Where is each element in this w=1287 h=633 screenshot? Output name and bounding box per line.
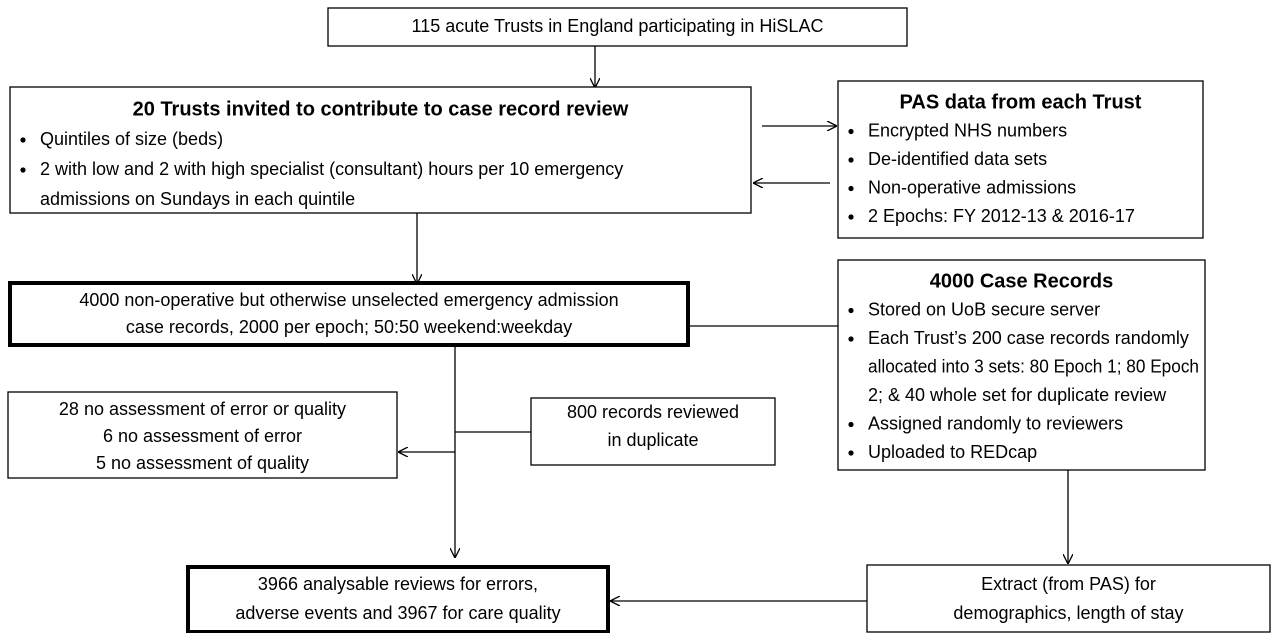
node-text: in duplicate: [607, 430, 698, 450]
node-text: Extract (from PAS) for: [981, 574, 1156, 594]
node-text: 4000 non-operative but otherwise unselec…: [79, 290, 618, 310]
node-box: [837, 80, 1204, 239]
node-box: [837, 259, 1206, 471]
bullet-text: Each Trust’s 200 case records randomly: [868, 328, 1189, 348]
bullet-text: De-identified data sets: [868, 149, 1047, 169]
node-text: 115 acute Trusts in England participatin…: [412, 16, 824, 36]
node-title: 20 Trusts invited to contribute to case …: [133, 98, 629, 120]
connectors: [399, 46, 1068, 601]
bullet-text: admissions on Sundays in each quintile: [40, 189, 355, 209]
node-text: 28 no assessment of error or quality: [59, 399, 346, 419]
bullet-text: 2 with low and 2 with high specialist (c…: [40, 159, 623, 179]
node: Extract (from PAS) for demographics, leng…: [866, 564, 1271, 633]
node-box: [186, 565, 610, 633]
node: 3966 analysable reviews for errors, adver…: [186, 565, 610, 633]
bullet-text: Quintiles of size (beds): [40, 129, 223, 149]
node: 28 no assessment of error or quality 6 no…: [7, 391, 398, 479]
node-box: [8, 281, 690, 347]
bullet: [848, 185, 854, 192]
node: 20 Trusts invited to contribute to case …: [9, 86, 752, 214]
node: 800 records reviewed in duplicate: [530, 397, 776, 466]
node: 115 acute Trusts in England participatin…: [327, 7, 908, 47]
bullet: [848, 450, 854, 456]
bullet: [20, 137, 26, 143]
bullet-text: 2; & 40 whole set for duplicate review: [868, 385, 1167, 405]
bullet-text: Assigned randomly to reviewers: [868, 413, 1123, 433]
node-box: [7, 391, 398, 479]
bullet-text: Uploaded to REDcap: [868, 442, 1037, 462]
node-title: 4000 Case Records: [930, 270, 1113, 292]
node: 4000 non-operative but otherwise unselec…: [8, 281, 690, 347]
bullet-text: Non-operative admissions: [868, 177, 1076, 197]
bullet-text: Stored on UoB secure server: [868, 299, 1100, 319]
node: PAS data from each Trust Encrypted NHS nu…: [837, 80, 1204, 239]
bullet: [848, 336, 854, 342]
node-text: demographics, length of stay: [953, 603, 1183, 623]
node-text: case records, 2000 per epoch; 50:50 week…: [126, 317, 572, 337]
node: 4000 Case Records Stored on UoB secure se…: [837, 259, 1206, 471]
bullet: [848, 421, 854, 428]
bullet: [20, 167, 26, 173]
node-text: adverse events and 3967 for care quality: [235, 603, 560, 623]
bullet: [848, 307, 854, 314]
node-text: 3966 analysable reviews for errors,: [258, 574, 538, 594]
node-title: PAS data from each Trust: [900, 91, 1142, 113]
node-text: 800 records reviewed: [567, 402, 739, 422]
bullet-text: Encrypted NHS numbers: [868, 120, 1067, 140]
bullet: [848, 214, 854, 220]
node-text: 5 no assessment of quality: [96, 453, 309, 473]
node-box: [9, 86, 752, 214]
node-box: [866, 564, 1271, 633]
node-box: [530, 397, 776, 466]
bullet-text: 2 Epochs: FY 2012-13 & 2016-17: [868, 206, 1135, 226]
bullet-text: allocated into 3 sets: 80 Epoch 1; 80 Ep…: [868, 356, 1199, 376]
node-text: 6 no assessment of error: [103, 426, 302, 446]
node-box: [327, 7, 908, 47]
bullet: [848, 128, 854, 135]
bullet: [848, 157, 854, 163]
